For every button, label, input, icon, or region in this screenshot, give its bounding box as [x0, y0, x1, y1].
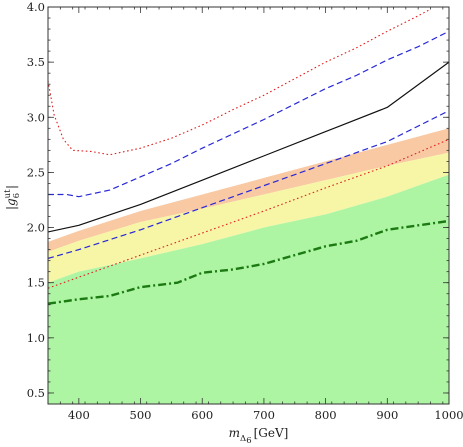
band-1	[48, 152, 449, 283]
series-line-3	[48, 110, 449, 260]
y-tick-label: 4.0	[27, 0, 45, 14]
x-tick-label: 1000	[434, 408, 463, 422]
y-tick-label: 3.0	[27, 110, 45, 124]
x-tick-label: 600	[191, 408, 213, 422]
y-tick-label: 0.5	[27, 386, 45, 400]
ticks-layer	[47, 6, 450, 405]
series-line-1	[48, 30, 449, 198]
x-tick-label: 400	[68, 408, 90, 422]
y-tick-label: 3.5	[27, 55, 45, 69]
labels-layer: 400 500 600 700 800 900 1000 0.5 1.0 1.5 2.0 2.5 3.0…	[27, 0, 463, 422]
y-tick-label: 1.0	[27, 331, 45, 345]
y-tick-label: 2.5	[27, 165, 45, 179]
series-line-2	[48, 61, 449, 233]
band-0	[48, 128, 449, 252]
band-2	[48, 174, 449, 404]
y-tick-label: 1.5	[27, 276, 45, 290]
series-line-5	[48, 219, 449, 305]
y-tick-label: 2.0	[27, 221, 45, 235]
series-line-0	[48, 8, 431, 156]
series-line-4	[48, 138, 449, 289]
x-tick-label: 800	[315, 408, 337, 422]
bands-layer	[48, 128, 449, 404]
x-tick-label: 900	[376, 408, 398, 422]
x-tick-label: 500	[130, 408, 152, 422]
y-axis-title: |gut6|	[3, 185, 22, 210]
x-tick-label: 700	[253, 408, 275, 422]
x-axis-title: mΔ6[GeV]	[229, 426, 289, 446]
series-layer	[48, 8, 449, 305]
